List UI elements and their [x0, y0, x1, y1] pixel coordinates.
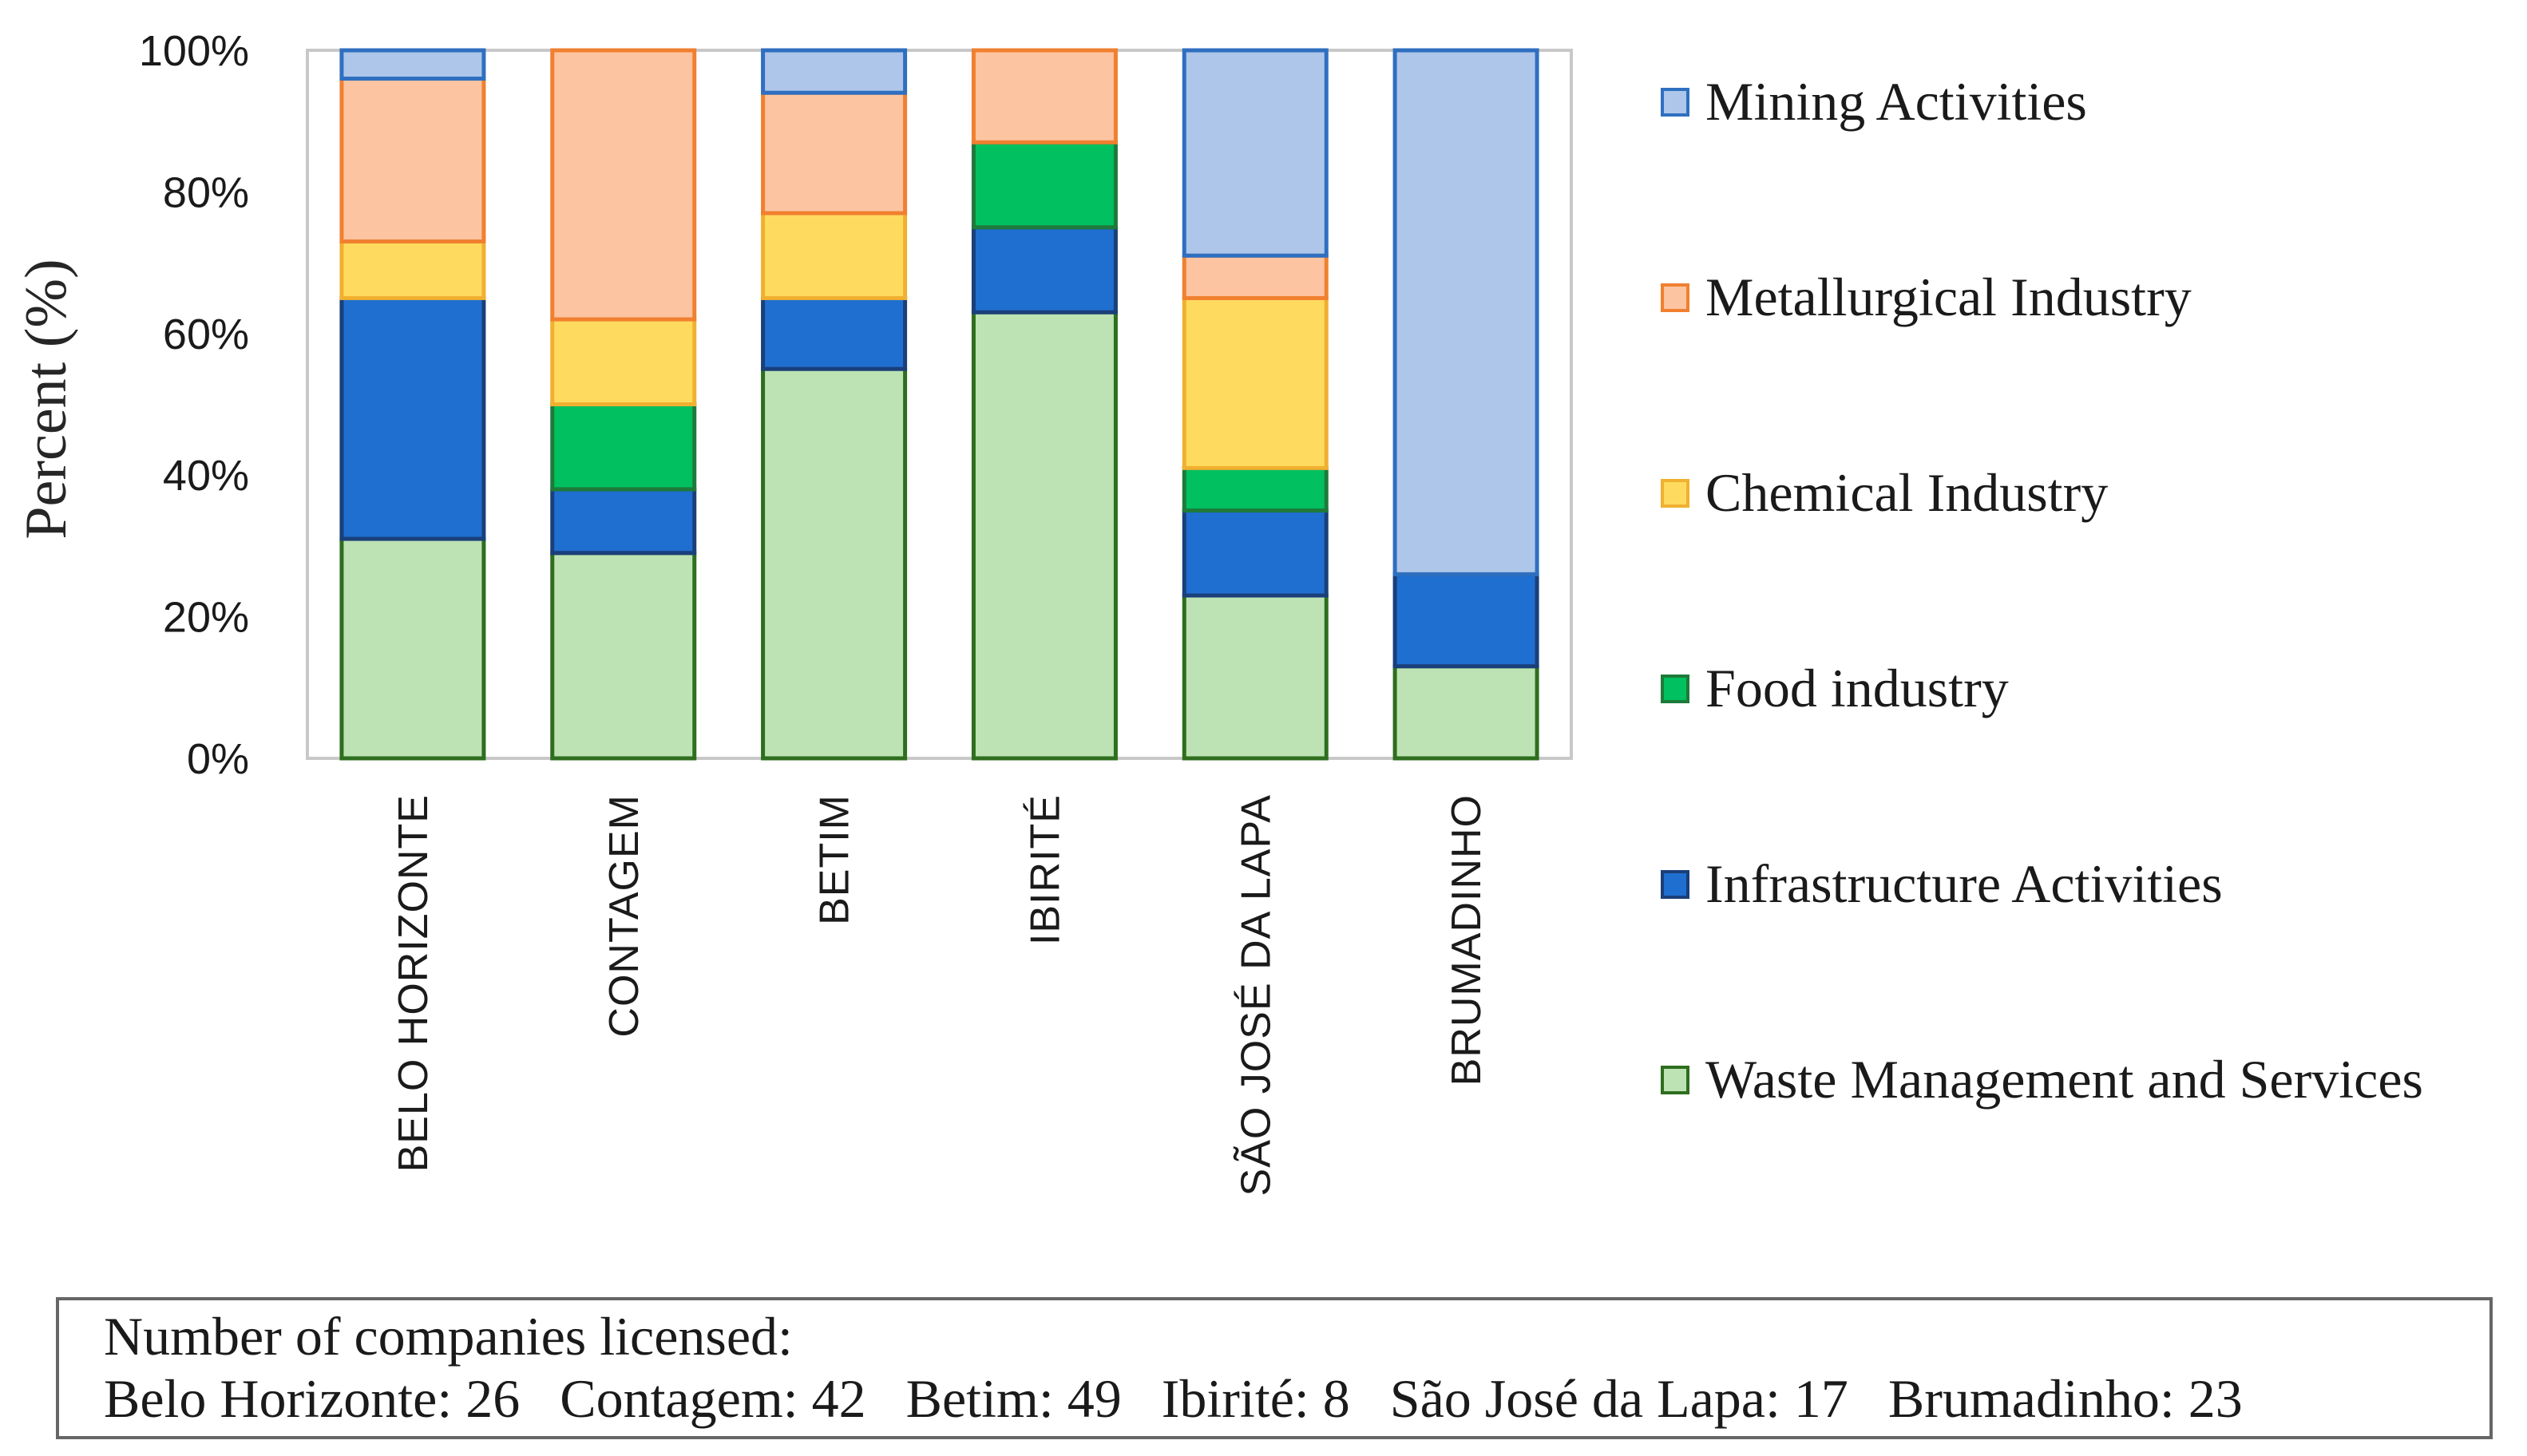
bar-ibirite-food-industry [971, 140, 1118, 230]
bar-contagem-chemical-industry [550, 317, 697, 406]
bar-belo-horizonte-waste-management-and-services [339, 536, 486, 761]
bar-brumadinho-mining-activities [1392, 48, 1539, 576]
bar-contagem-food-industry [550, 402, 697, 492]
legend: Mining Activities Metallurgical Industry C… [1661, 71, 2423, 1110]
bar-belo-horizonte-mining-activities [339, 48, 486, 81]
bar-sao-jose-da-lapa-food-industry [1182, 465, 1329, 513]
bar-betim-infrastructure-activities [761, 295, 908, 371]
bar-contagem-waste-management-and-services [550, 551, 697, 761]
bar-sao-jose-da-lapa-infrastructure-activities [1182, 508, 1329, 598]
bar-ibirite-waste-management-and-services [971, 310, 1118, 761]
y-tick-label-1: 20% [163, 594, 249, 642]
bar-contagem-metallurgical-industry [550, 48, 697, 322]
x-tick-label-ibirite: IBIRITÉ [1022, 794, 1068, 945]
bar-sao-jose-da-lapa-chemical-industry [1182, 295, 1329, 470]
x-tick-label-belo-horizonte: BELO HORIZONTE [390, 794, 437, 1172]
count-sao-jose-da-lapa: São José da Lapa: 17 [1389, 1368, 1848, 1429]
y-axis-label: Percent (%) [14, 259, 79, 539]
note-counts: Belo Horizonte: 26 Contagem: 42 Betim: 49 I… [104, 1367, 2489, 1430]
note-heading: Number of companies licensed: [104, 1306, 793, 1367]
bar-betim-waste-management-and-services [761, 366, 908, 761]
count-betim: Betim: 49 [905, 1368, 1122, 1429]
y-tick-label-2: 40% [163, 452, 249, 500]
count-belo-horizonte: Belo Horizonte: 26 [104, 1368, 521, 1429]
bar-betim-chemical-industry [761, 211, 908, 300]
y-tick-label-5: 100% [139, 27, 249, 75]
legend-swatch-mining-activities [1661, 88, 1689, 117]
bar-sao-jose-da-lapa-waste-management-and-services [1182, 593, 1329, 761]
y-axis-ticks: 0% 20% 40% 60% 80% 100% [139, 27, 249, 783]
x-tick-label-brumadinho: BRUMADINHO [1444, 794, 1490, 1086]
legend-swatch-metallurgical-industry [1661, 283, 1689, 312]
y-tick-label-4: 80% [163, 168, 249, 216]
bar-betim-metallurgical-industry [761, 90, 908, 216]
legend-label-mining-activities: Mining Activities [1705, 71, 2087, 132]
x-tick-label-sao-jose-da-lapa: SÃO JOSÉ DA LAPA [1233, 794, 1279, 1196]
y-tick-label-0: 0% [187, 735, 249, 783]
x-axis-ticks: BELO HORIZONTE CONTAGEM BETIM IBIRITÉ SÃO JO… [390, 794, 1490, 1196]
plot-frame [306, 49, 1573, 760]
bar-ibirite-metallurgical-industry [971, 48, 1118, 144]
legend-label-chemical-industry: Chemical Industry [1705, 462, 2108, 523]
bar-contagem-infrastructure-activities [550, 487, 697, 556]
legend-label-waste-management-and-services: Waste Management and Services [1705, 1049, 2423, 1110]
legend-label-food-industry: Food industry [1705, 658, 2009, 718]
count-contagem: Contagem: 42 [560, 1368, 866, 1429]
plot-area [306, 49, 1573, 760]
x-tick-label-contagem: CONTAGEM [601, 794, 648, 1038]
y-tick-label-3: 60% [163, 311, 249, 358]
bar-betim-mining-activities [761, 48, 908, 95]
bars [339, 48, 1539, 761]
companies-licensed-note: Number of companies licensed: Belo Horiz… [56, 1297, 2493, 1439]
bar-sao-jose-da-lapa-metallurgical-industry [1182, 253, 1329, 300]
bar-brumadinho-waste-management-and-services [1392, 664, 1539, 761]
legend-swatch-infrastructure-activities [1661, 870, 1689, 899]
bar-belo-horizonte-metallurgical-industry [339, 76, 486, 243]
legend-label-metallurgical-industry: Metallurgical Industry [1705, 267, 2192, 327]
bar-belo-horizonte-chemical-industry [339, 239, 486, 300]
x-tick-label-betim: BETIM [812, 794, 858, 925]
bar-belo-horizonte-infrastructure-activities [339, 295, 486, 541]
bar-brumadinho-infrastructure-activities [1392, 572, 1539, 669]
legend-swatch-waste-management-and-services [1661, 1066, 1689, 1094]
legend-swatch-chemical-industry [1661, 479, 1689, 508]
count-ibirite: Ibirité: 8 [1161, 1368, 1350, 1429]
legend-label-infrastructure-activities: Infrastructure Activities [1705, 853, 2223, 914]
bar-sao-jose-da-lapa-mining-activities [1182, 48, 1329, 258]
legend-swatch-food-industry [1661, 675, 1689, 703]
bar-ibirite-infrastructure-activities [971, 225, 1118, 315]
count-brumadinho: Brumadinho: 23 [1887, 1368, 2243, 1429]
